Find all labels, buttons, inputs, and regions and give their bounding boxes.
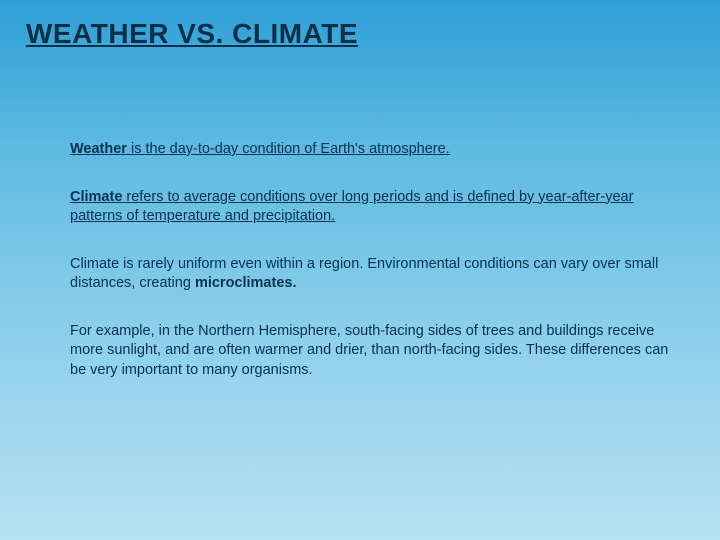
bold-microclimates: microclimates. bbox=[195, 275, 297, 291]
paragraph-climate: Climate refers to average conditions ove… bbox=[70, 188, 670, 227]
text-microclimates-a: Climate is rarely uniform even within a … bbox=[70, 256, 658, 292]
lead-weather: Weather bbox=[70, 141, 127, 157]
paragraph-weather: Weather is the day-to-day condition of E… bbox=[70, 140, 670, 160]
text-weather-rest: is the day-to-day condition of Earth's a… bbox=[127, 141, 450, 157]
slide-body: Weather is the day-to-day condition of E… bbox=[70, 140, 670, 409]
lead-climate: Climate bbox=[70, 189, 122, 205]
paragraph-microclimates: Climate is rarely uniform even within a … bbox=[70, 255, 670, 294]
paragraph-example: For example, in the Northern Hemisphere,… bbox=[70, 322, 670, 381]
text-climate-rest: refers to average conditions over long p… bbox=[70, 189, 633, 225]
slide-title: WEATHER VS. CLIMATE bbox=[26, 18, 358, 50]
slide: WEATHER VS. CLIMATE Weather is the day-t… bbox=[0, 0, 720, 540]
text-example: For example, in the Northern Hemisphere,… bbox=[70, 323, 668, 378]
